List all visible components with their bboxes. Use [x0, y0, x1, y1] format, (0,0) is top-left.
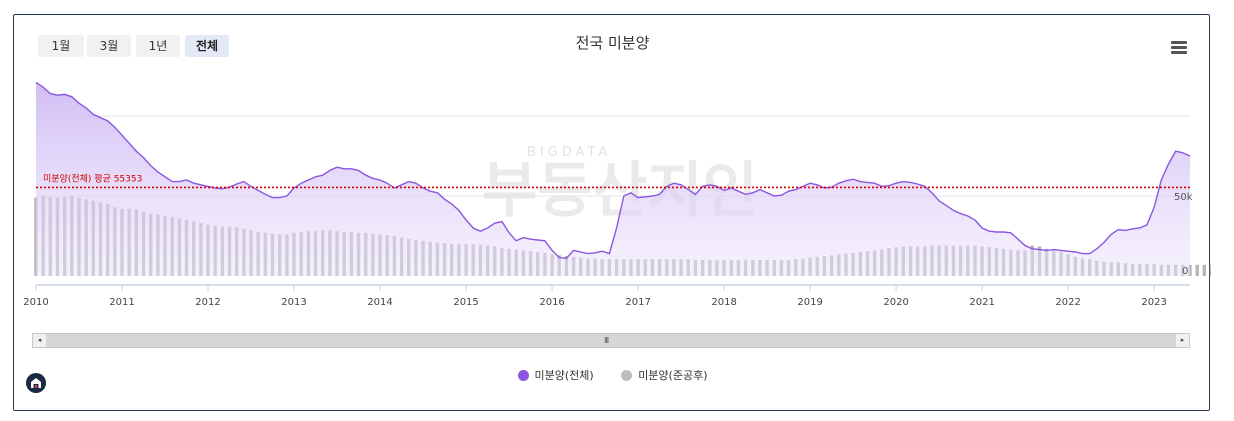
- x-tick-label: 2018: [711, 297, 736, 308]
- chart-title: 전국 미분양: [575, 34, 650, 52]
- horizontal-scrollbar[interactable]: ◂ III ▸: [32, 333, 1190, 348]
- x-tick-label: 2010: [23, 297, 48, 308]
- x-tick-label: 2021: [969, 297, 994, 308]
- legend-dot-icon: [621, 369, 633, 381]
- x-tick-label: 2016: [539, 297, 564, 308]
- y-tick-label: 0: [1182, 266, 1188, 277]
- bar-completed-unsold: [1195, 264, 1199, 276]
- x-tick-label: 2020: [883, 297, 908, 308]
- average-label: 미분양(전체) 평균 55353: [43, 173, 142, 184]
- x-tick-label: 2019: [797, 297, 822, 308]
- x-tick-label: 2013: [281, 297, 306, 308]
- x-tick-label: 2011: [109, 297, 134, 308]
- x-tick-label: 2022: [1055, 297, 1080, 308]
- x-axis-ticks: 2010 2011 2012 2013 2014 2015 2016 2017 2018 2019…: [23, 285, 1167, 308]
- area-fill-total: [36, 82, 1190, 277]
- chart-frame: 1월 3월 1년 전체 전국 미분양 BIGDATA 부동산지인 미분양(전체)…: [13, 14, 1211, 411]
- legend-dot-icon: [517, 369, 529, 381]
- x-tick-label: 2017: [625, 297, 650, 308]
- range-button-all[interactable]: 전체: [185, 35, 229, 57]
- legend: 미분양(전체) 미분양(준공후): [14, 367, 1211, 384]
- bar-completed-unsold: [1202, 264, 1206, 276]
- range-button-1-month[interactable]: 1월: [38, 35, 84, 57]
- range-button-1-year[interactable]: 1년: [136, 35, 180, 57]
- y-tick-label: 50k: [1174, 192, 1193, 203]
- bar-completed-unsold: [1209, 264, 1211, 276]
- x-tick-label: 2014: [367, 297, 392, 308]
- range-button-3-month[interactable]: 3월: [87, 35, 131, 57]
- x-tick-label: 2015: [453, 297, 478, 308]
- legend-label: 미분양(준공후): [638, 369, 708, 382]
- legend-label: 미분양(전체): [534, 369, 594, 382]
- legend-item-completed[interactable]: 미분양(준공후): [621, 367, 708, 383]
- scroll-right-arrow-icon[interactable]: ▸: [1176, 334, 1189, 347]
- chart-plot: BIGDATA 부동산지인 미분양(전체) 평균 55353 50k 0 201…: [23, 81, 1211, 308]
- bar-completed-unsold: [34, 197, 38, 276]
- x-tick-label: 2023: [1141, 297, 1166, 308]
- scroll-grip-icon[interactable]: III: [604, 336, 609, 345]
- x-tick-label: 2012: [195, 297, 220, 308]
- hamburger-menu-icon[interactable]: [1171, 41, 1187, 54]
- legend-item-total[interactable]: 미분양(전체): [517, 367, 594, 383]
- site-logo-icon[interactable]: [26, 373, 46, 393]
- watermark-top: BIGDATA: [527, 145, 611, 160]
- scroll-left-arrow-icon[interactable]: ◂: [33, 334, 46, 347]
